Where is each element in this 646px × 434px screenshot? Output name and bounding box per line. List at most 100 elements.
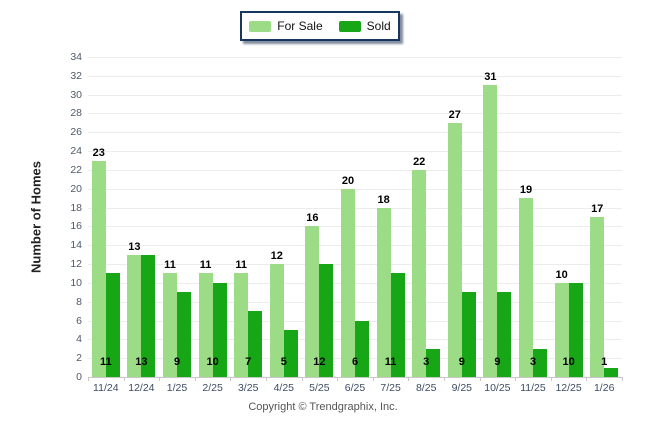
y-tick-label: 12 [70,258,82,271]
bar-for-sale [269,264,284,377]
sold-value-label: 9 [494,356,501,368]
gridline [88,75,622,77]
bar-sold [497,292,512,377]
bar-for-sale [127,254,142,377]
y-tick-label: 8 [76,295,82,308]
sold-value-label: 3 [529,356,537,368]
bar-sold [212,282,227,377]
y-tick-label: 4 [76,333,82,346]
bar-for-sale [412,169,427,377]
gridline [88,282,622,284]
y-tick-label: 16 [70,220,82,233]
x-tick-label: 3/25 [237,382,259,394]
y-axis-title: Number of Homes [28,161,44,273]
x-tick-mark [159,377,161,381]
sold-value-label: 10 [206,356,219,368]
y-tick-label: 28 [70,107,82,120]
y-tick-label: 14 [70,239,82,252]
x-tick-mark [230,377,232,381]
x-tick-label: 12/24 [128,382,155,394]
for-sale-swatch-icon [249,20,272,32]
sold-value-label: 9 [458,356,465,368]
sold-value-label: 11 [99,356,112,368]
x-tick-label: 12/25 [555,382,582,394]
x-tick-mark [301,377,303,381]
bar-sold [390,273,405,377]
x-tick-mark [515,377,517,381]
sold-value-label: 10 [562,356,575,368]
for-sale-value-label: 22 [413,155,426,168]
bar-for-sale [447,122,462,377]
x-tick-mark [337,377,339,381]
bar-sold [283,329,298,377]
sold-value-label: 5 [280,356,287,368]
for-sale-value-label: 20 [341,174,355,187]
x-tick-label: 10/25 [484,382,511,394]
y-tick-label: 18 [70,201,82,214]
legend-label-sold: Sold [366,19,391,33]
y-tick-label: 10 [70,276,82,289]
gridline [88,207,622,209]
plot-area: 23 11 13 13 11 9 11 10 11 7 12 5 16 12 20 6 18 11 22 3 27 9 31… [88,57,622,378]
bar-for-sale [376,207,391,377]
x-tick-mark [479,377,481,381]
gridline [88,151,622,153]
y-tick-label: 32 [70,69,82,82]
x-tick-mark [622,377,623,381]
gridline [88,226,622,228]
sold-value-label: 11 [384,356,397,368]
copyright-text: Copyright © Trendgraphix, Inc. [248,401,398,413]
bar-sold [355,320,369,377]
x-tick-label: 7/25 [380,382,401,394]
x-tick-label: 8/25 [415,382,437,394]
y-tick-label: 2 [76,352,82,365]
gridline [88,113,622,115]
sold-value-label: 13 [135,356,148,368]
for-sale-value-label: 11 [235,259,248,272]
bar-for-sale [305,226,320,377]
for-sale-value-label: 19 [519,184,533,197]
sold-value-label: 3 [423,356,430,368]
gridline [88,264,622,266]
x-tick-mark [586,377,588,381]
x-tick-label: 9/25 [451,382,473,394]
bar-for-sale [341,188,355,377]
bar-for-sale [590,217,605,377]
gridline [88,188,622,190]
x-tick-mark [550,377,552,381]
bar-for-sale [91,160,106,377]
bar-sold [141,254,156,377]
x-tick-mark [88,377,89,381]
for-sale-value-label: 16 [306,212,319,225]
x-tick-label: 11/24 [93,382,119,394]
sold-value-label: 7 [245,356,252,368]
sold-swatch-icon [338,20,361,32]
x-tick-mark [194,377,196,381]
x-tick-mark [372,377,374,381]
bar-sold [604,367,619,377]
x-tick-label: 5/25 [309,382,330,394]
bar-sold [319,264,334,377]
x-tick-label: 2/25 [202,382,223,394]
bar-sold [248,311,263,377]
x-tick-label: 6/25 [344,382,366,394]
y-tick-label: 24 [70,145,82,158]
bar-for-sale [519,198,533,377]
sold-value-label: 9 [173,356,181,368]
legend-label-for-sale: For Sale [277,19,323,33]
bar-sold [177,292,191,377]
gridline [88,94,622,96]
x-tick-label: 4/25 [273,382,295,394]
bar-sold [426,348,441,377]
for-sale-value-label: 12 [270,250,283,263]
bar-for-sale [163,273,177,377]
for-sale-value-label: 11 [164,259,176,272]
legend-item-sold: Sold [338,19,391,33]
x-tick-label: 1/26 [593,382,615,394]
for-sale-value-label: 18 [377,193,390,206]
for-sale-value-label: 11 [199,259,212,272]
gridline [88,132,622,134]
for-sale-value-label: 31 [484,71,497,84]
y-tick-label: 34 [70,51,82,63]
